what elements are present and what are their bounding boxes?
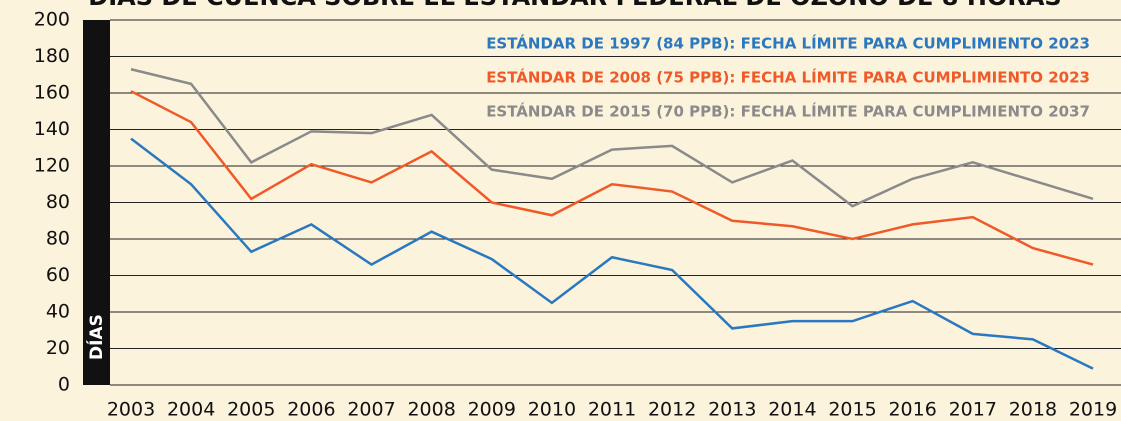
y-tick-label: 40: [46, 301, 70, 323]
series-line: [130, 68, 1094, 208]
y-tick-label: 200: [34, 9, 70, 31]
y-tick-label: 60: [46, 264, 70, 286]
x-tick-label: 2016: [888, 399, 936, 421]
x-tick-label: 2003: [107, 399, 155, 421]
legend-entry: ESTÁNDAR DE 2008 (75 PPB): FECHA LÍMITE …: [486, 68, 1090, 87]
legend-entry: ESTÁNDAR DE 1997 (84 PPB): FECHA LÍMITE …: [486, 34, 1090, 53]
chart-title: DÍAS DE CUENCA SOBRE EL ESTÁNDAR FEDERAL…: [88, 0, 1061, 11]
x-tick-label: 2011: [588, 399, 636, 421]
series-line: [130, 90, 1094, 266]
x-tick-label: 2015: [828, 399, 876, 421]
y-tick-label: 80: [46, 191, 70, 213]
x-tick-label: 2007: [347, 399, 395, 421]
x-tick-label: 2012: [648, 399, 696, 421]
y-axis-label: DÍAS: [85, 314, 107, 360]
x-tick-label: 2005: [227, 399, 275, 421]
x-tick-label: 2018: [1009, 399, 1057, 421]
y-tick-label: 20: [46, 337, 70, 359]
x-tick-label: 2019: [1069, 399, 1117, 421]
x-tick-label: 2010: [528, 399, 576, 421]
y-tick-label: 160: [34, 82, 70, 104]
y-tick-label: 180: [34, 45, 70, 67]
x-tick-label: 2014: [768, 399, 816, 421]
y-tick-label: 0: [58, 374, 70, 396]
y-tick-label: 120: [34, 155, 70, 177]
y-tick-label: 140: [34, 118, 70, 140]
x-tick-label: 2017: [949, 399, 997, 421]
series-line: [130, 137, 1094, 370]
x-tick-label: 2008: [407, 399, 455, 421]
legend-entry: ESTÁNDAR DE 2015 (70 PPB): FECHA LÍMITE …: [486, 102, 1090, 121]
x-tick-label: 2013: [708, 399, 756, 421]
x-tick-label: 2009: [468, 399, 516, 421]
y-label-band: [83, 20, 110, 385]
x-tick-label: 2004: [167, 399, 215, 421]
x-tick-label: 2006: [287, 399, 335, 421]
y-tick-label: 80: [46, 228, 70, 250]
